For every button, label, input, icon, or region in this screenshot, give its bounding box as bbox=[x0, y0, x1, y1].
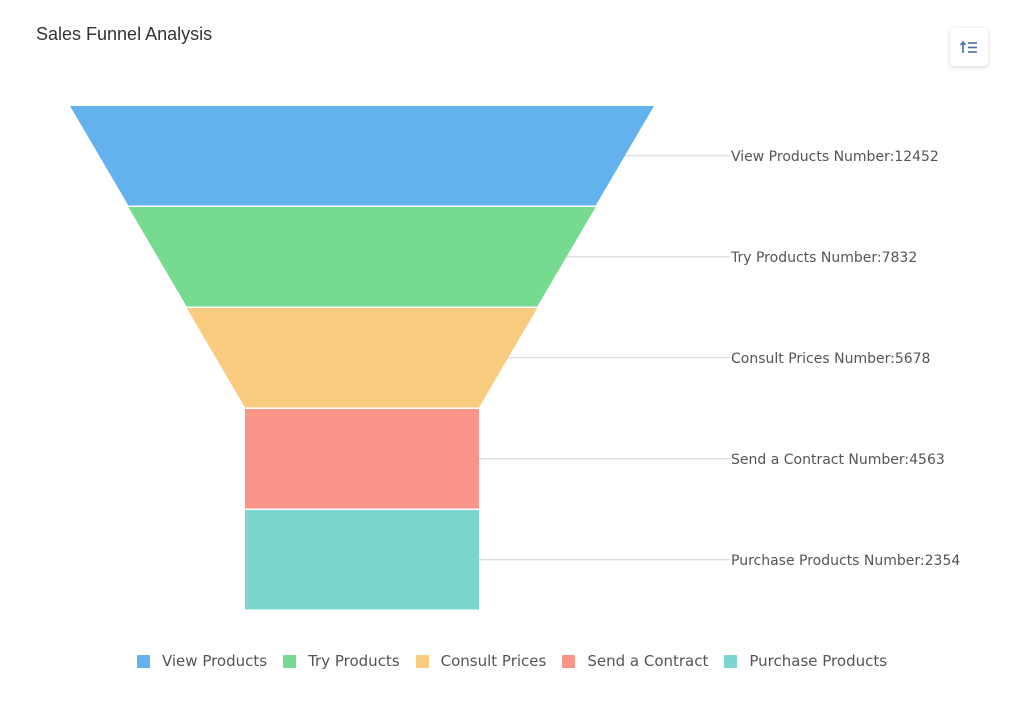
funnel-segment-view-products[interactable] bbox=[70, 106, 654, 206]
funnel-segment-purchase-products[interactable] bbox=[245, 510, 479, 610]
legend-item-send-a-contract[interactable]: Send a Contract bbox=[562, 652, 708, 670]
sort-button[interactable] bbox=[950, 28, 988, 66]
legend-swatch bbox=[415, 654, 429, 668]
funnel-segment-send-a-contract[interactable] bbox=[245, 409, 479, 509]
funnel-label: Consult Prices Number:5678 bbox=[731, 351, 930, 367]
legend-item-view-products[interactable]: View Products bbox=[136, 652, 268, 670]
legend-label: View Products bbox=[161, 652, 268, 670]
funnel-segment-try-products[interactable] bbox=[128, 207, 596, 307]
chart-title: Sales Funnel Analysis bbox=[36, 24, 213, 44]
funnel-segment-consult-prices[interactable] bbox=[186, 308, 538, 408]
funnel-label: Purchase Products Number:2354 bbox=[731, 553, 960, 569]
legend-swatch bbox=[283, 654, 297, 668]
legend-item-consult-prices[interactable]: Consult Prices bbox=[415, 652, 547, 670]
legend-label: Purchase Products bbox=[749, 652, 888, 670]
funnel-label: View Products Number:12452 bbox=[731, 149, 939, 165]
sort-ascending-icon bbox=[959, 40, 977, 53]
funnel-label: Try Products Number:7832 bbox=[730, 250, 917, 266]
funnel-chart: View Products Number:12452 Try Products N… bbox=[70, 106, 960, 610]
funnel-label: Send a Contract Number:4563 bbox=[731, 452, 945, 468]
legend-item-try-products[interactable]: Try Products bbox=[283, 652, 400, 670]
legend-swatch bbox=[724, 654, 738, 668]
legend-label: Try Products bbox=[308, 652, 400, 670]
legend-label: Consult Prices bbox=[440, 652, 547, 670]
legend-label: Send a Contract bbox=[587, 652, 709, 670]
legend-item-purchase-products[interactable]: Purchase Products bbox=[724, 652, 887, 670]
chart-legend: View Products Try Products Consult Prices S… bbox=[0, 652, 1024, 670]
legend-swatch bbox=[136, 654, 150, 668]
legend-swatch bbox=[562, 654, 576, 668]
